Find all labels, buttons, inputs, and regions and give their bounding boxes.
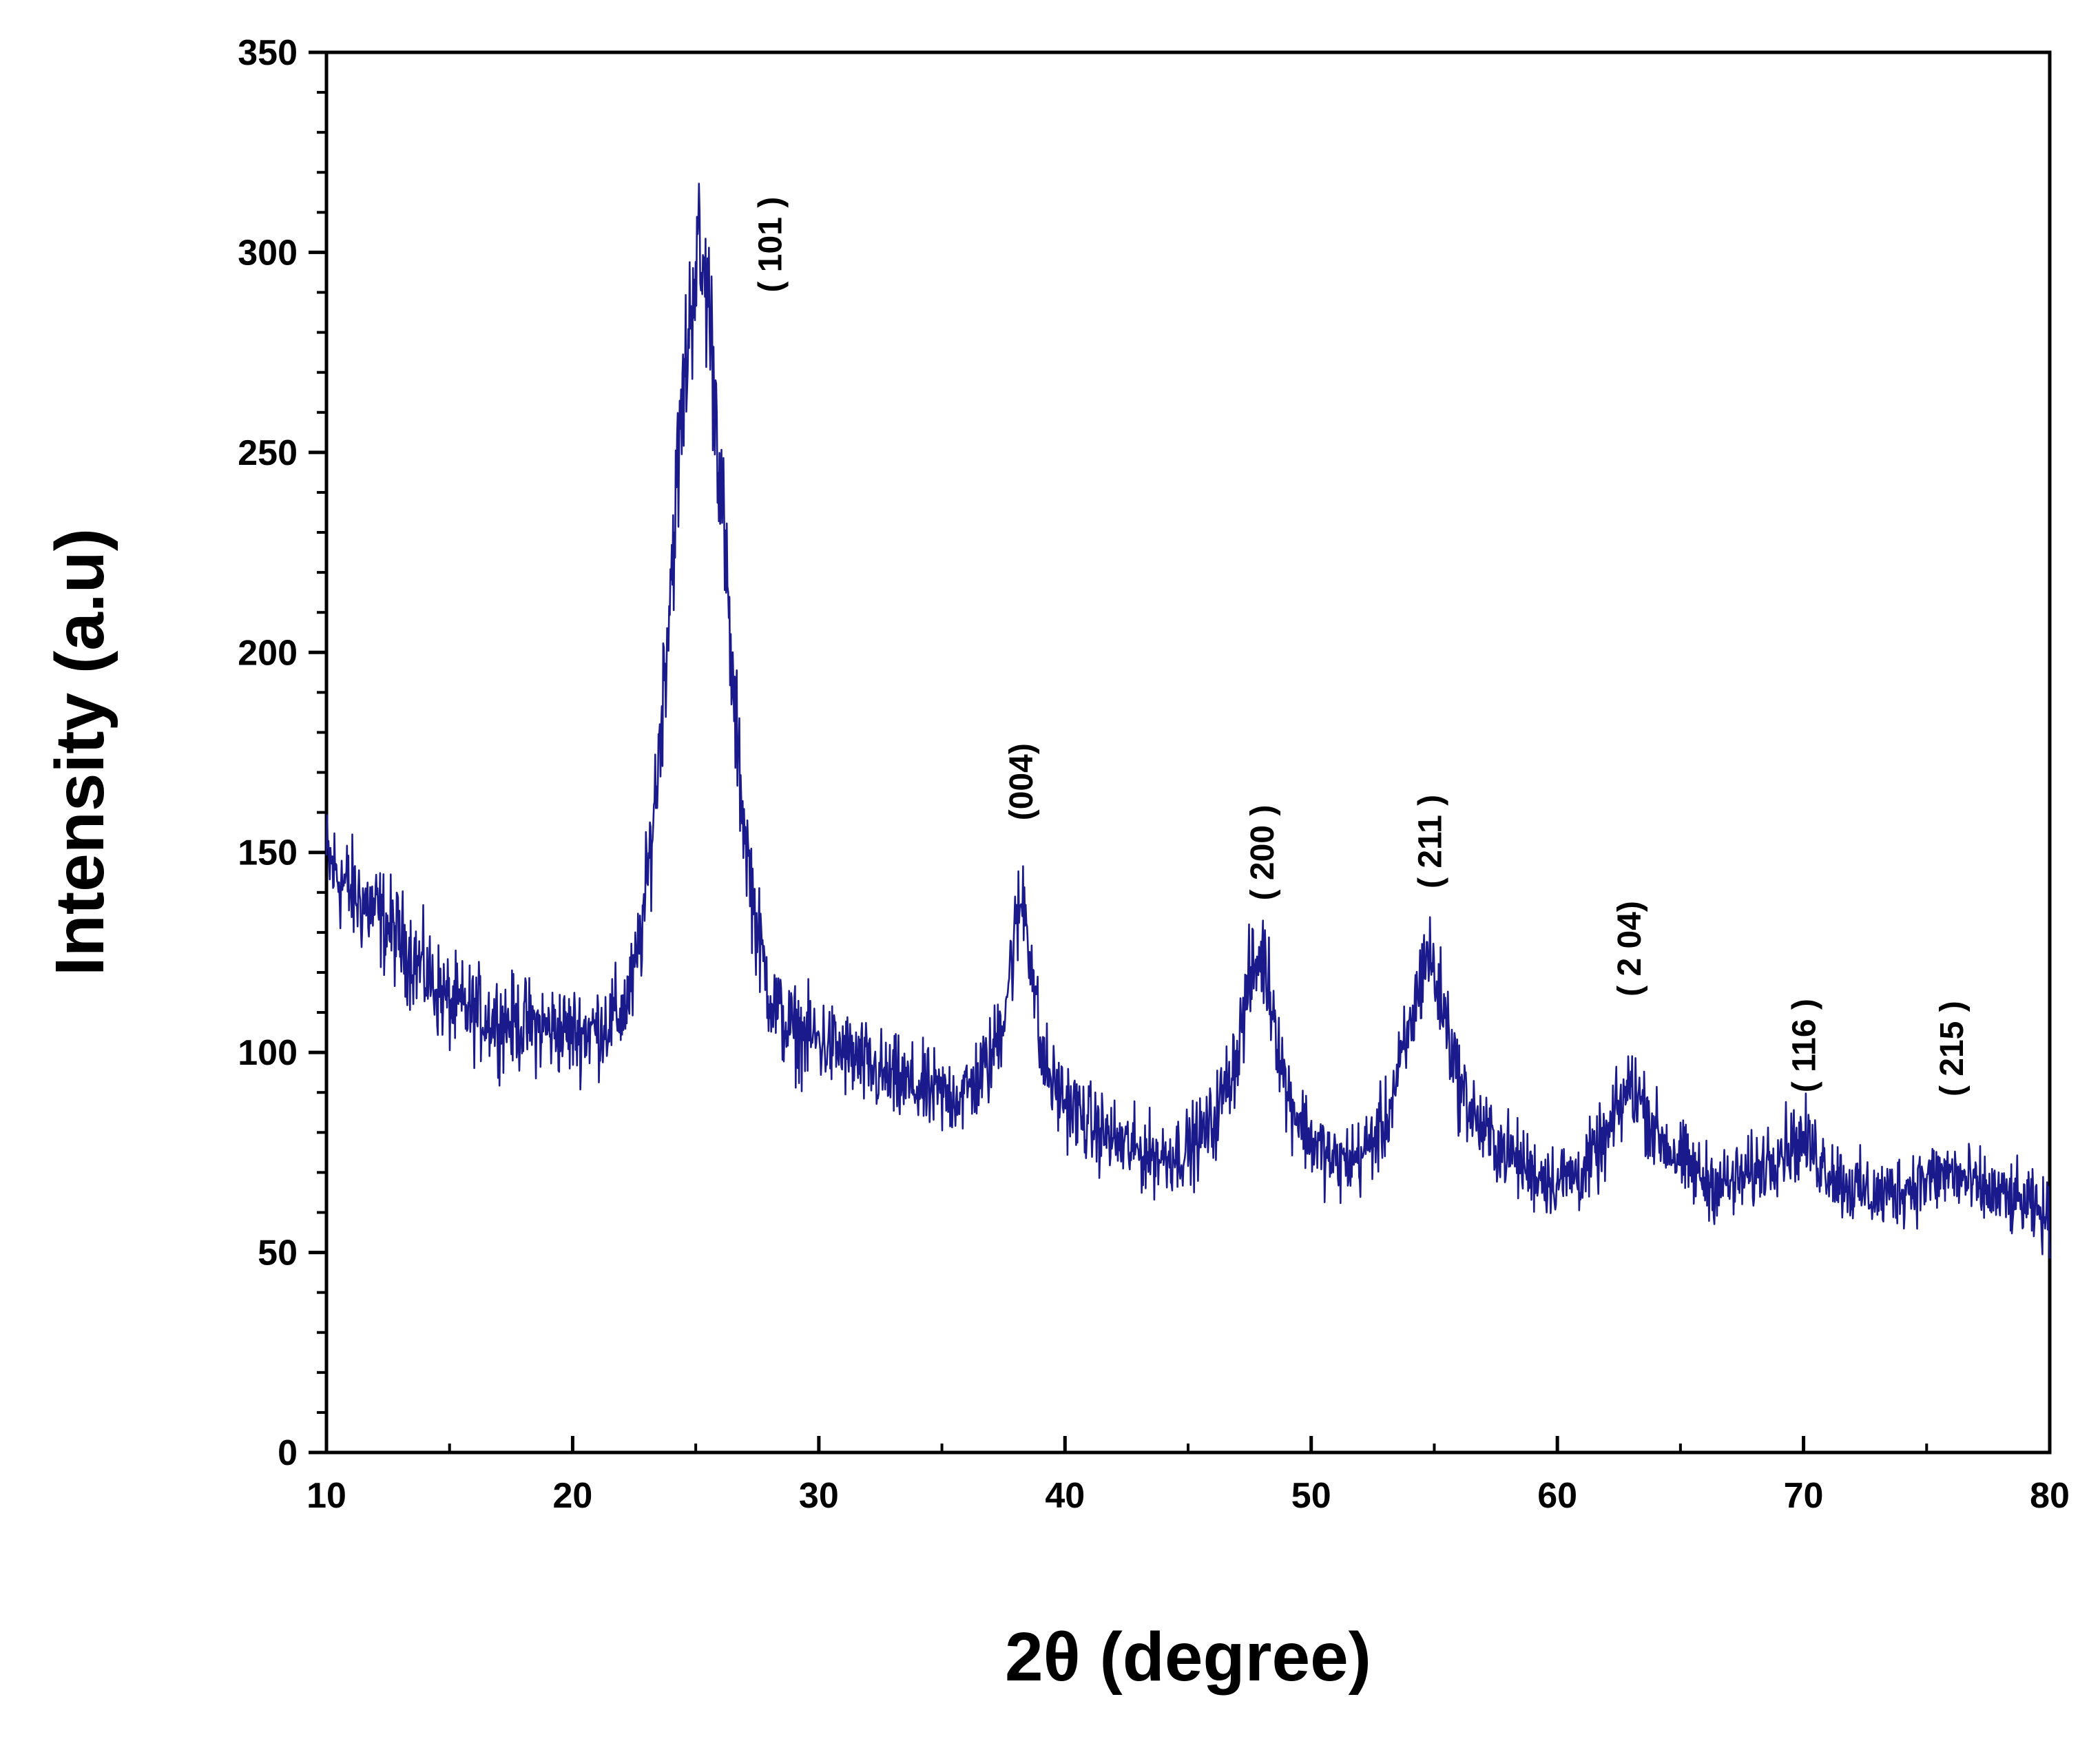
xrd-pattern-line (325, 183, 2051, 1259)
x-tick-label: 80 (2030, 1476, 2070, 1516)
x-tick-label: 50 (1291, 1476, 1331, 1516)
y-tick-label: 50 (258, 1233, 298, 1273)
x-axis-title: 2θ (degree) (1005, 1618, 1371, 1696)
y-tick-label: 350 (238, 33, 298, 73)
peak-label: ( 2 04) (1612, 901, 1648, 997)
y-axis-ticks: 0 50 100 150 200 250 300 350 (238, 33, 326, 1473)
y-tick-label: 200 (238, 633, 298, 673)
y-tick-label: 0 (278, 1433, 298, 1473)
peak-label: ( 211 ) (1412, 795, 1448, 888)
y-tick-label: 300 (238, 233, 298, 273)
y-tick-label: 100 (238, 1033, 298, 1073)
x-tick-label: 30 (799, 1476, 839, 1516)
y-axis-title: Intensity (a.u) (41, 528, 118, 976)
x-tick-label: 40 (1045, 1476, 1085, 1516)
peak-label: ( 215 ) (1934, 1001, 1971, 1096)
y-tick-label: 250 (238, 433, 298, 473)
x-tick-label: 10 (306, 1476, 346, 1516)
x-axis-ticks: 10 20 30 40 50 60 70 80 (306, 1436, 2070, 1516)
peak-label: ( 116 ) (1787, 999, 1823, 1092)
y-tick-label: 150 (238, 833, 298, 873)
peak-annotations: ( 101 ) (004) ( 200 ) ( 211 ) ( 2 04) ( 116 )… (752, 197, 1971, 1096)
peak-label: (004) (1004, 743, 1040, 820)
x-tick-label: 60 (1537, 1476, 1577, 1516)
plot-frame (324, 50, 2052, 1455)
peak-label: ( 101 ) (752, 197, 789, 293)
peak-label: ( 200 ) (1245, 805, 1281, 901)
x-tick-label: 70 (1784, 1476, 1824, 1516)
x-tick-label: 20 (553, 1476, 593, 1516)
